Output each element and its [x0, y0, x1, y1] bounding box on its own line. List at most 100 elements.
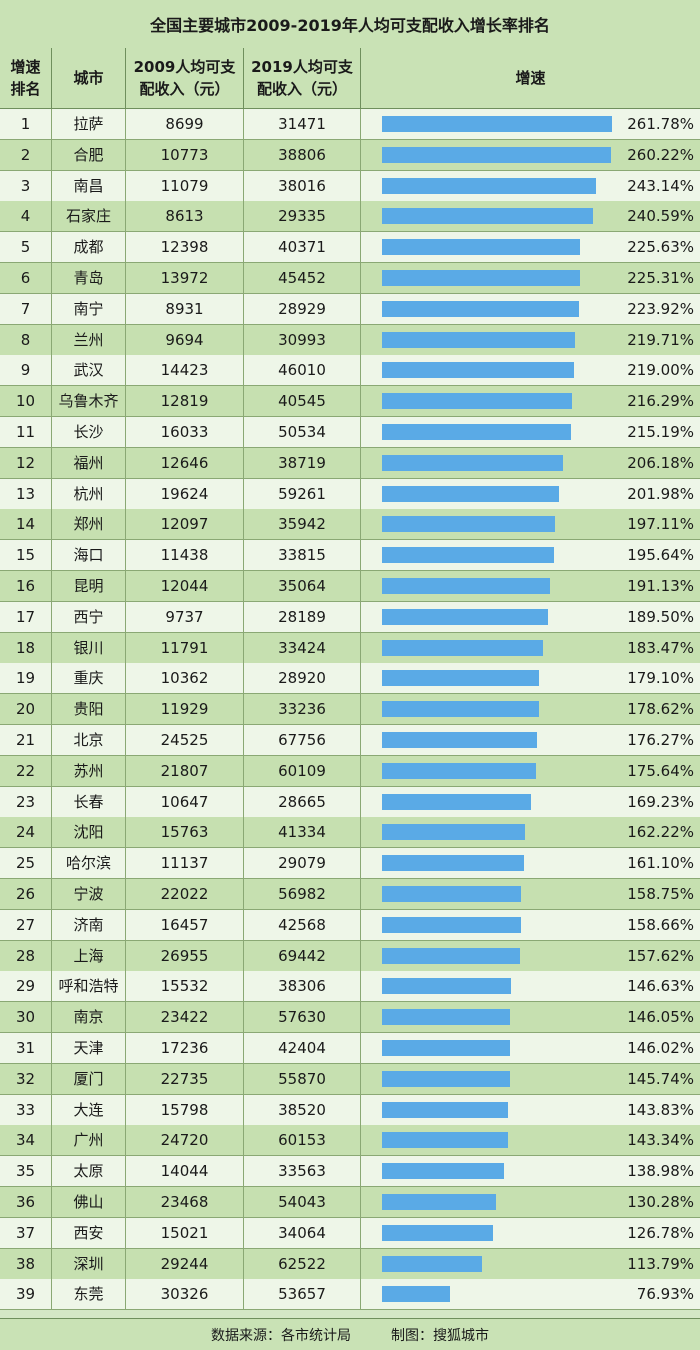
- table-row: 14 郑州 12097 35942 197.11%: [0, 509, 700, 541]
- footer-credit: 制图：搜狐城市: [391, 1327, 489, 1344]
- header-income-2019-line1: 2019人均可支: [251, 58, 353, 76]
- table-row: 22 苏州 21807 60109 175.64%: [0, 755, 700, 787]
- city-cell: 成都: [52, 232, 126, 263]
- growth-label: 158.75%: [627, 885, 694, 903]
- header-growth: 增速: [361, 48, 700, 108]
- rank-cell: 6: [0, 263, 52, 293]
- growth-bar: [382, 701, 539, 718]
- city-cell: 武汉: [52, 355, 126, 386]
- growth-bar: [382, 1132, 508, 1149]
- growth-label: 179.10%: [627, 669, 694, 688]
- growth-bar: [382, 146, 611, 163]
- growth-label: 76.93%: [636, 1285, 694, 1304]
- table-row: 26 宁波 22022 56982 158.75%: [0, 879, 700, 910]
- income-2019-cell: 35064: [244, 571, 361, 601]
- income-2009-cell: 12646: [126, 447, 244, 478]
- growth-bar: [382, 1255, 482, 1272]
- table-row: 34 广州 24720 60153 143.34%: [0, 1125, 700, 1157]
- rank-cell: 14: [0, 509, 52, 540]
- city-cell: 南宁: [52, 293, 126, 324]
- rank-cell: 28: [0, 940, 52, 971]
- city-cell: 郑州: [52, 509, 126, 540]
- income-2019-cell: 53657: [244, 1279, 361, 1310]
- city-cell: 天津: [52, 1033, 126, 1063]
- header-growth-label: 增速: [515, 69, 546, 87]
- income-2019-cell: 28189: [244, 601, 361, 632]
- city-cell: 拉萨: [52, 109, 126, 139]
- growth-bar: [382, 886, 522, 902]
- growth-label: 169.23%: [627, 792, 694, 811]
- growth-label: 201.98%: [627, 484, 694, 503]
- income-2019-cell: 29079: [244, 848, 361, 879]
- growth-bar: [382, 270, 580, 286]
- rank-cell: 36: [0, 1187, 52, 1217]
- income-2019-cell: 54043: [244, 1187, 361, 1217]
- rank-cell: 39: [0, 1279, 52, 1310]
- growth-label: 175.64%: [627, 761, 694, 780]
- income-2009-cell: 15532: [126, 971, 244, 1002]
- growth-bar: [382, 547, 554, 564]
- growth-label: 146.63%: [627, 977, 694, 996]
- table-row: 36 佛山 23468 54043 130.28%: [0, 1187, 700, 1218]
- income-2009-cell: 13972: [126, 263, 244, 293]
- header-city-label: 城市: [73, 69, 104, 87]
- table-row: 28 上海 26955 69442 157.62%: [0, 940, 700, 972]
- growth-bar: [382, 1009, 511, 1026]
- rank-cell: 12: [0, 447, 52, 478]
- table-row: 5 成都 12398 40371 225.63%: [0, 232, 700, 264]
- income-2019-cell: 33236: [244, 694, 361, 725]
- growth-label: 126.78%: [627, 1223, 694, 1242]
- header-income-2009: 2009人均可支 配收入（元）: [126, 48, 244, 108]
- growth-bar: [382, 762, 537, 779]
- city-cell: 上海: [52, 940, 126, 971]
- rank-cell: 31: [0, 1033, 52, 1063]
- rank-cell: 32: [0, 1063, 52, 1094]
- table-title: 全国主要城市2009-2019年人均可支配收入增长率排名: [0, 0, 700, 49]
- income-2009-cell: 29244: [126, 1248, 244, 1279]
- income-2019-cell: 38306: [244, 971, 361, 1002]
- income-2009-cell: 12097: [126, 509, 244, 540]
- table-row: 15 海口 11438 33815 195.64%: [0, 540, 700, 572]
- city-cell: 福州: [52, 447, 126, 478]
- growth-label: 113.79%: [627, 1254, 694, 1273]
- growth-bar: [382, 947, 521, 964]
- city-cell: 银川: [52, 632, 126, 663]
- income-2019-cell: 38806: [244, 139, 361, 170]
- city-cell: 西安: [52, 1217, 126, 1248]
- table-row: 24 沈阳 15763 41334 162.22%: [0, 817, 700, 849]
- table-row: 32 厦门 22735 55870 145.74%: [0, 1063, 700, 1095]
- income-2019-cell: 35942: [244, 509, 361, 540]
- income-2019-cell: 62522: [244, 1248, 361, 1279]
- income-2009-cell: 11791: [126, 632, 244, 663]
- table-row: 12 福州 12646 38719 206.18%: [0, 447, 700, 479]
- growth-bar: [382, 578, 550, 594]
- rank-cell: 33: [0, 1094, 52, 1125]
- city-cell: 宁波: [52, 879, 126, 909]
- growth-label: 243.14%: [627, 176, 694, 195]
- rank-cell: 21: [0, 725, 52, 755]
- table-row: 30 南京 23422 57630 146.05%: [0, 1002, 700, 1034]
- income-2009-cell: 11929: [126, 694, 244, 725]
- income-2009-cell: 12044: [126, 571, 244, 601]
- rank-cell: 20: [0, 694, 52, 725]
- income-2009-cell: 19624: [126, 478, 244, 509]
- income-2009-cell: 26955: [126, 940, 244, 971]
- growth-label: 143.83%: [627, 1100, 694, 1119]
- income-2019-cell: 69442: [244, 940, 361, 971]
- income-2009-cell: 24720: [126, 1125, 244, 1156]
- footer-source: 数据来源：各市统计局: [211, 1327, 351, 1344]
- city-cell: 重庆: [52, 663, 126, 694]
- growth-bar: [382, 424, 572, 440]
- growth-label: 191.13%: [627, 577, 694, 595]
- income-2019-cell: 38016: [244, 170, 361, 201]
- city-cell: 南昌: [52, 170, 126, 201]
- growth-label: 178.62%: [627, 700, 694, 719]
- header-rank-line1: 增速: [10, 58, 41, 76]
- rank-cell: 11: [0, 417, 52, 447]
- growth-label: 158.66%: [627, 915, 694, 934]
- rank-cell: 23: [0, 786, 52, 817]
- growth-label: 240.59%: [627, 207, 694, 226]
- growth-bar: [382, 1286, 450, 1303]
- rank-cell: 17: [0, 601, 52, 632]
- table-row: 19 重庆 10362 28920 179.10%: [0, 663, 700, 695]
